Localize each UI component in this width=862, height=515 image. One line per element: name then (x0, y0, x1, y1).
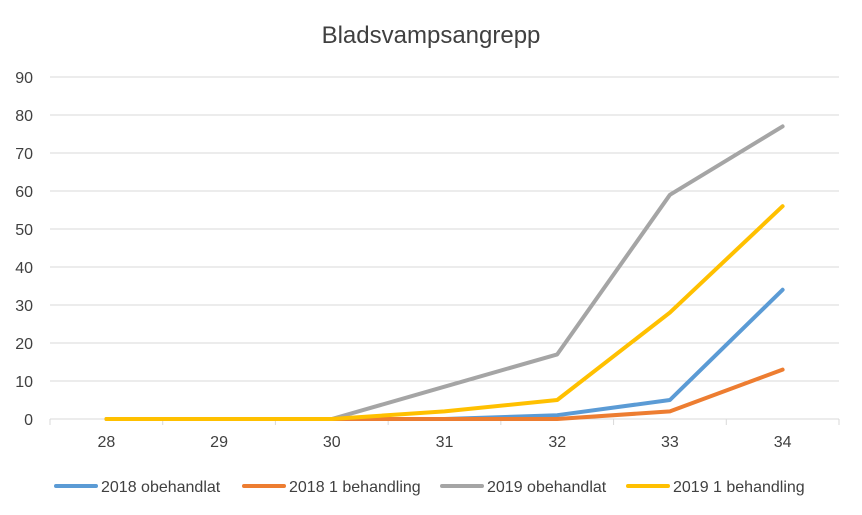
legend-item-2019-obehandlat: 2019 obehandlat (440, 479, 607, 496)
x-tick-label-34: 34 (774, 434, 792, 451)
x-tick-label-33: 33 (661, 434, 679, 451)
x-tick-label-30: 30 (323, 434, 341, 451)
legend-item-2018-obehandlat: 2018 obehandlat (54, 479, 221, 496)
y-tick-label-20: 20 (15, 336, 33, 353)
x-tick-label-32: 32 (548, 434, 566, 451)
y-tick-label-10: 10 (15, 374, 33, 391)
legend-label: 2018 obehandlat (101, 479, 221, 496)
series-line-2019-1-behandling (104, 204, 785, 421)
x-tick-label-29: 29 (210, 434, 228, 451)
y-tick-label-70: 70 (15, 146, 33, 163)
x-axis-tick-labels: 28 29 30 31 32 33 34 (49, 419, 840, 451)
legend-label: 2018 1 behandling (289, 479, 421, 496)
legend-item-2019-1-behandling: 2019 1 behandling (626, 479, 805, 496)
x-tick-label-31: 31 (436, 434, 454, 451)
legend-item-2018-1-behandling: 2018 1 behandling (242, 479, 421, 496)
series-lines (104, 124, 785, 421)
y-tick-label-30: 30 (15, 298, 33, 315)
legend-label: 2019 obehandlat (487, 479, 607, 496)
series-line-2019-obehandlat (104, 124, 785, 421)
y-tick-label-90: 90 (15, 70, 33, 87)
legend-label: 2019 1 behandling (673, 479, 805, 496)
y-axis-tick-labels: 0 10 20 30 40 50 60 70 80 90 (15, 70, 33, 429)
gridlines (50, 76, 839, 420)
x-tick-label-28: 28 (97, 434, 115, 451)
y-tick-label-60: 60 (15, 184, 33, 201)
y-tick-label-40: 40 (15, 260, 33, 277)
y-tick-label-50: 50 (15, 222, 33, 239)
y-tick-label-80: 80 (15, 108, 33, 125)
y-tick-label-0: 0 (24, 412, 33, 429)
series-line-2018-1-behandling (329, 367, 785, 421)
legend: 2018 obehandlat 2018 1 behandling 2019 obe… (54, 479, 805, 496)
chart-title: Bladsvampsangrepp (322, 22, 541, 49)
